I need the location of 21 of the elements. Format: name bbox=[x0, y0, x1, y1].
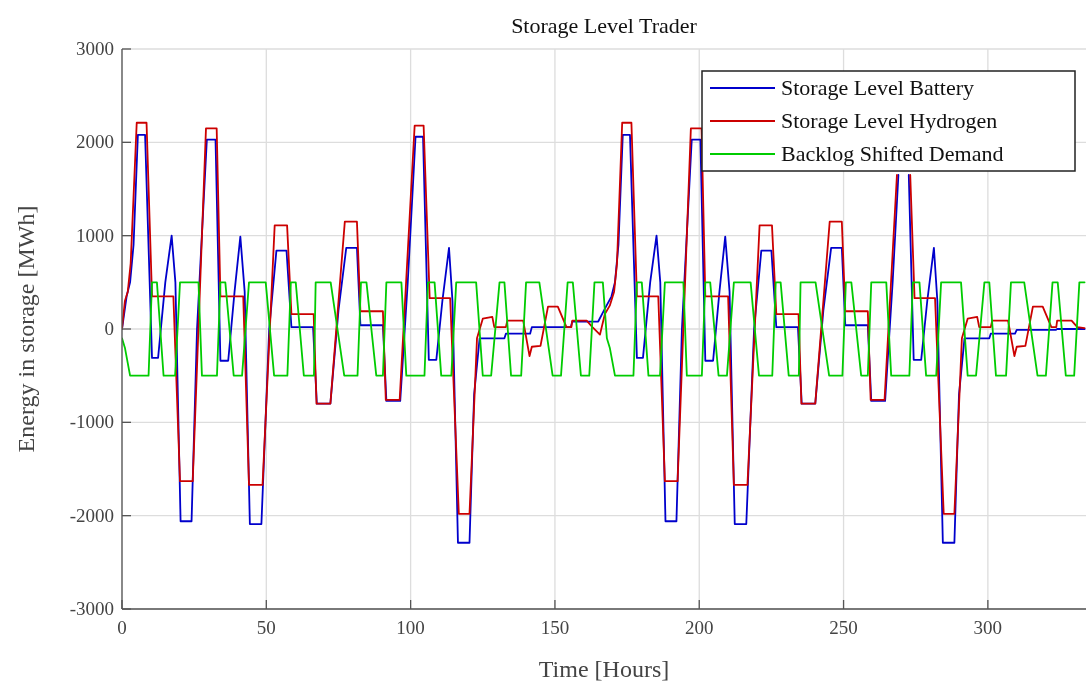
line-series bbox=[122, 281, 1086, 377]
y-tick-label: -2000 bbox=[69, 504, 114, 526]
y-tick-label: 3000 bbox=[76, 38, 114, 59]
x-tick-label: 50 bbox=[256, 617, 276, 638]
x-tick-label: 0 bbox=[117, 617, 127, 638]
x-tick-label: 150 bbox=[540, 617, 570, 638]
x-axis-title: Time [Hours] bbox=[538, 656, 670, 682]
y-tick-label: 0 bbox=[104, 318, 114, 339]
x-tick-label: 100 bbox=[396, 617, 425, 638]
y-tick-label: 2000 bbox=[76, 131, 114, 153]
y-tick-label: -1000 bbox=[69, 411, 114, 433]
chart-title: Storage Level Trader bbox=[511, 13, 698, 38]
x-tick-label: 250 bbox=[829, 617, 858, 638]
x-tick-label: 200 bbox=[685, 617, 714, 638]
legend-label: Storage Level Battery bbox=[781, 75, 975, 100]
y-tick-label: -3000 bbox=[69, 598, 114, 619]
y-axis-title: Energy in storage [MWh] bbox=[13, 205, 39, 453]
legend-label: Backlog Shifted Demand bbox=[781, 141, 1004, 166]
y-tick-label: 1000 bbox=[76, 224, 114, 246]
x-tick-label: 300 bbox=[973, 617, 1003, 638]
legend-label: Storage Level Hydrogen bbox=[781, 108, 998, 133]
